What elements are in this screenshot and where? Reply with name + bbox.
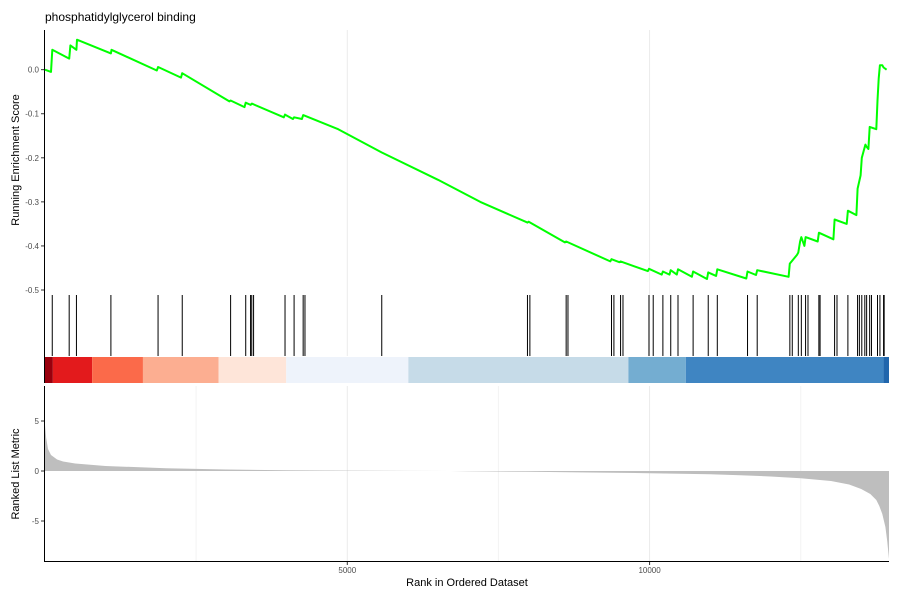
enrichment-y-tick-label-3: -0.3 bbox=[25, 198, 39, 207]
hits-panel bbox=[44, 293, 885, 383]
color-bar-segment-0 bbox=[45, 357, 53, 383]
ranked-metric-y-axis-ticks: 5 0 -5 bbox=[32, 417, 44, 526]
x-tick-label-1: 10000 bbox=[638, 566, 661, 575]
hits-gridlines bbox=[346, 293, 651, 356]
enrichment-y-axis-title: Running Enrichment Score bbox=[10, 94, 22, 225]
x-tick-label-0: 5000 bbox=[338, 566, 356, 575]
enrichment-y-axis-ticks: 0.0 -0.1 -0.2 -0.3 -0.4 -0.5 bbox=[25, 66, 44, 295]
ranked-metric-area bbox=[45, 425, 889, 559]
rank-color-bar bbox=[45, 357, 889, 383]
ranked-metric-panel: 5 0 -5 5000 10000 Ranked List Metric Rank i… bbox=[10, 386, 889, 589]
color-bar-segment-1 bbox=[52, 357, 93, 383]
enrichment-y-tick-label-2: -0.2 bbox=[25, 154, 39, 163]
enrichment-y-tick-label-1: -0.1 bbox=[25, 110, 39, 119]
color-bar-segment-3 bbox=[142, 357, 219, 383]
color-bar-segment-6 bbox=[408, 357, 629, 383]
color-bar-segment-2 bbox=[92, 357, 143, 383]
ranked-metric-y-tick-label-0: 5 bbox=[35, 417, 40, 426]
color-bar-segment-7 bbox=[628, 357, 686, 383]
ranked-metric-y-tick-label-2: -5 bbox=[32, 517, 40, 526]
gene-hit-marks bbox=[51, 295, 885, 356]
x-axis-title: Rank in Ordered Dataset bbox=[406, 577, 528, 589]
enrichment-gridlines bbox=[346, 30, 651, 293]
chart-title: phosphatidylglycerol binding bbox=[45, 10, 196, 24]
ranked-metric-y-tick-label-1: 0 bbox=[35, 467, 40, 476]
enrichment-y-tick-label-5: -0.5 bbox=[25, 286, 39, 295]
enrichment-panel: 0.0 -0.1 -0.2 -0.3 -0.4 -0.5 Running Enrichme… bbox=[10, 30, 888, 295]
enrichment-y-tick-label-4: -0.4 bbox=[25, 242, 39, 251]
color-bar-segment-9 bbox=[883, 357, 889, 383]
x-axis-ticks: 5000 10000 bbox=[338, 562, 661, 575]
running-enrichment-score-line bbox=[44, 38, 888, 280]
color-bar-segment-4 bbox=[218, 357, 287, 383]
ranked-metric-y-axis-title: Ranked List Metric bbox=[10, 428, 22, 520]
color-bar-segment-8 bbox=[685, 357, 884, 383]
enrichment-y-tick-label-0: 0.0 bbox=[28, 66, 40, 75]
color-bar-segment-5 bbox=[286, 357, 409, 383]
